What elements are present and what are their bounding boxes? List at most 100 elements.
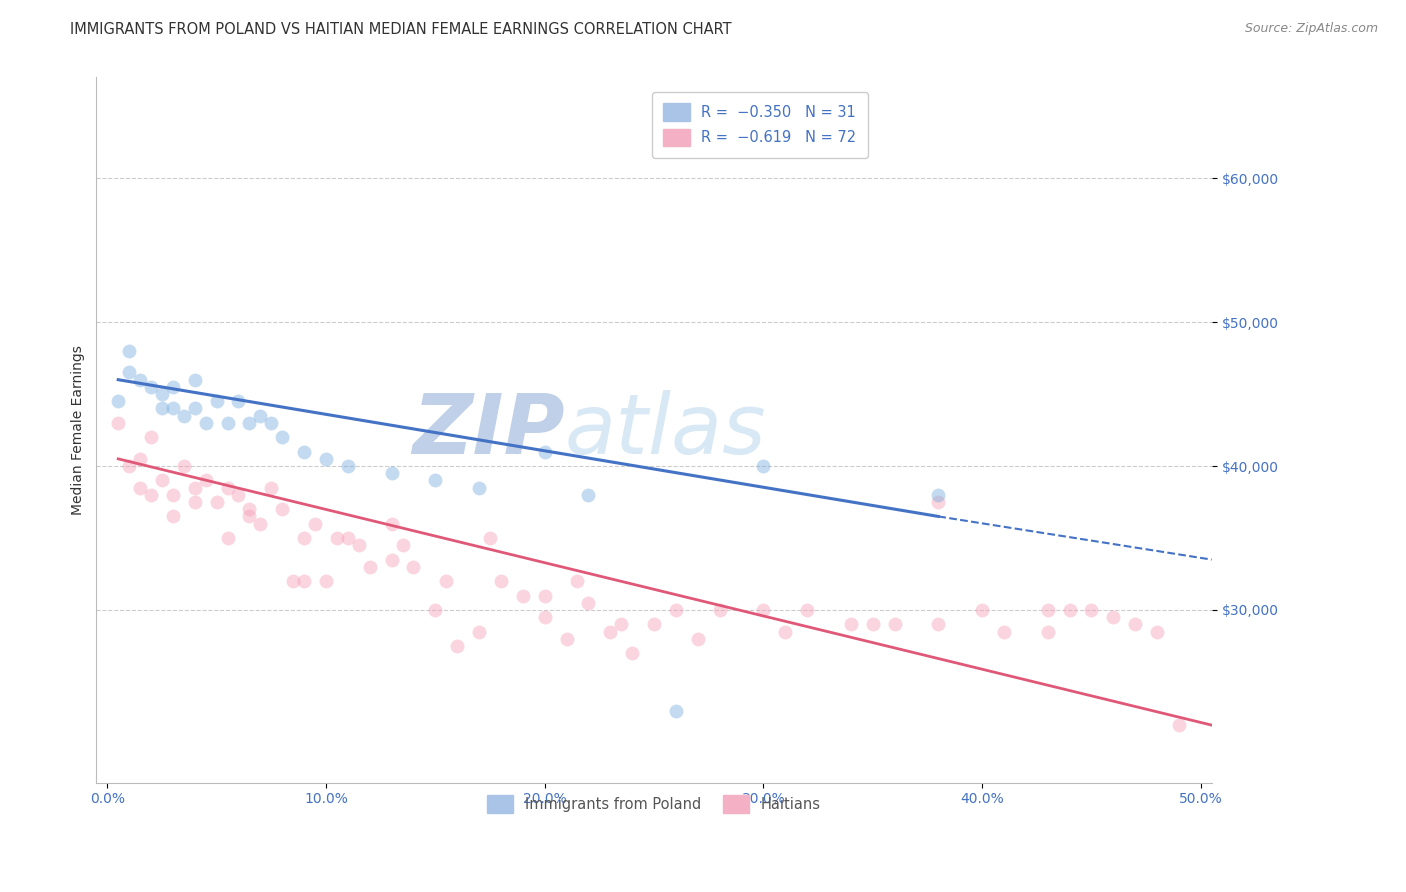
Point: [489, 574, 512, 589]
Point: [150, 387, 173, 401]
Point: [205, 394, 228, 409]
Point: [839, 617, 862, 632]
Point: [118, 458, 141, 473]
Point: [576, 488, 599, 502]
Point: [107, 416, 129, 430]
Point: [970, 603, 993, 617]
Point: [217, 481, 239, 495]
Point: [238, 416, 260, 430]
Point: [1036, 624, 1059, 639]
Point: [1123, 617, 1146, 632]
Point: [446, 639, 468, 653]
Point: [260, 481, 283, 495]
Point: [184, 373, 207, 387]
Y-axis label: Median Female Earnings: Median Female Earnings: [72, 345, 86, 515]
Point: [709, 603, 731, 617]
Point: [927, 495, 949, 509]
Point: [883, 617, 905, 632]
Point: [162, 380, 184, 394]
Point: [228, 488, 250, 502]
Point: [249, 409, 271, 423]
Point: [336, 458, 359, 473]
Point: [107, 394, 129, 409]
Point: [425, 603, 447, 617]
Point: [139, 488, 162, 502]
Point: [129, 373, 152, 387]
Point: [238, 502, 260, 516]
Point: [665, 704, 688, 718]
Point: [162, 401, 184, 416]
Point: [610, 617, 633, 632]
Point: [194, 474, 217, 488]
Point: [304, 516, 326, 531]
Point: [927, 617, 949, 632]
Point: [862, 617, 884, 632]
Point: [238, 509, 260, 524]
Point: [129, 481, 152, 495]
Point: [150, 474, 173, 488]
Point: [217, 416, 239, 430]
Point: [292, 444, 315, 458]
Point: [173, 458, 195, 473]
Text: atlas: atlas: [565, 390, 766, 471]
Point: [425, 474, 447, 488]
Point: [555, 632, 578, 646]
Point: [271, 502, 294, 516]
Point: [173, 409, 195, 423]
Point: [184, 481, 207, 495]
Point: [184, 401, 207, 416]
Point: [479, 531, 502, 545]
Point: [381, 516, 404, 531]
Point: [162, 488, 184, 502]
Point: [391, 538, 413, 552]
Point: [576, 596, 599, 610]
Point: [533, 444, 555, 458]
Point: [599, 624, 621, 639]
Point: [533, 589, 555, 603]
Point: [1167, 718, 1189, 732]
Point: [194, 416, 217, 430]
Point: [184, 495, 207, 509]
Point: [796, 603, 818, 617]
Text: ZIP: ZIP: [412, 390, 565, 471]
Point: [686, 632, 709, 646]
Point: [139, 430, 162, 444]
Point: [434, 574, 457, 589]
Point: [217, 531, 239, 545]
Point: [1036, 603, 1059, 617]
Point: [283, 574, 305, 589]
Text: Source: ZipAtlas.com: Source: ZipAtlas.com: [1244, 22, 1378, 36]
Point: [567, 574, 589, 589]
Point: [752, 603, 775, 617]
Point: [533, 610, 555, 624]
Point: [993, 624, 1015, 639]
Point: [381, 552, 404, 566]
Point: [315, 574, 337, 589]
Point: [292, 574, 315, 589]
Point: [359, 559, 381, 574]
Point: [139, 380, 162, 394]
Point: [118, 366, 141, 380]
Point: [927, 488, 949, 502]
Point: [1080, 603, 1102, 617]
Point: [468, 624, 491, 639]
Point: [402, 559, 425, 574]
Point: [205, 495, 228, 509]
Point: [315, 451, 337, 466]
Point: [512, 589, 534, 603]
Point: [336, 531, 359, 545]
Point: [118, 343, 141, 358]
Point: [1146, 624, 1168, 639]
Point: [468, 481, 491, 495]
Point: [643, 617, 665, 632]
Point: [249, 516, 271, 531]
Legend: Immigrants from Poland, Haitians: Immigrants from Poland, Haitians: [475, 784, 832, 825]
Point: [773, 624, 796, 639]
Point: [162, 509, 184, 524]
Point: [228, 394, 250, 409]
Point: [621, 646, 644, 660]
Point: [665, 603, 688, 617]
Text: IMMIGRANTS FROM POLAND VS HAITIAN MEDIAN FEMALE EARNINGS CORRELATION CHART: IMMIGRANTS FROM POLAND VS HAITIAN MEDIAN…: [70, 22, 733, 37]
Point: [150, 401, 173, 416]
Point: [1102, 610, 1125, 624]
